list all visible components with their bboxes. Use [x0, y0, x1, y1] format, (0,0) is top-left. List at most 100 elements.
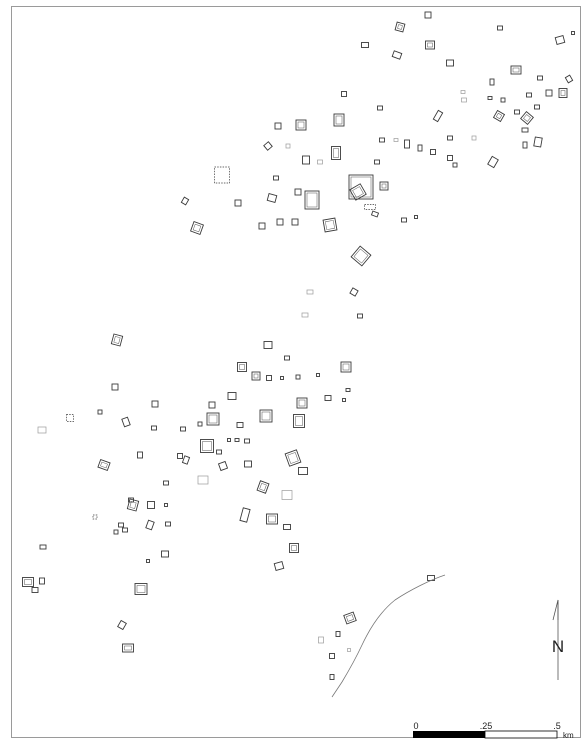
structure-footprint: [258, 222, 266, 230]
structure-footprint: [317, 159, 323, 165]
structure-footprint: [361, 42, 369, 48]
structure-footprint: [181, 455, 191, 465]
structure-footprint: [510, 65, 522, 75]
structure-footprint: [391, 50, 403, 60]
structure-footprint: [146, 559, 150, 563]
river-path: [331, 574, 446, 698]
structure-footprint: [537, 75, 543, 81]
structure-footprint: [514, 109, 520, 115]
structure-footprint: [350, 245, 372, 267]
structure-inner-wall: [24, 579, 32, 585]
structure-footprint: [190, 221, 204, 235]
structure-inner-wall: [306, 192, 318, 208]
structure-footprint: [295, 374, 301, 380]
structure-inner-wall: [113, 336, 121, 344]
structure-footprint: [244, 438, 250, 444]
structure-footprint: [318, 636, 324, 644]
structure-footprint: [39, 544, 47, 550]
scale-bar: 0 .25 .5 km: [413, 721, 574, 740]
structure-footprint: [256, 480, 270, 494]
structure-footprint: [341, 91, 347, 97]
structure-footprint: [180, 196, 190, 206]
structure-footprint: [147, 501, 155, 509]
structure-footprint: [227, 392, 237, 400]
structure-footprint: [234, 199, 242, 207]
structure-footprint: [447, 135, 453, 141]
structure-footprint: [301, 312, 309, 318]
structure-footprint: [22, 577, 34, 587]
structure-footprint: [206, 412, 220, 426]
structure-footprint: [487, 96, 493, 100]
structure-inner-wall: [346, 614, 354, 622]
structure-inner-wall: [495, 112, 503, 120]
structure-footprint: [430, 149, 436, 155]
structure-footprint: [460, 90, 466, 94]
structure-footprint: [285, 143, 291, 149]
structure-footprint: [273, 561, 285, 571]
structure-footprint: [239, 507, 251, 523]
structure-footprint: [208, 401, 216, 409]
structure-inner-wall: [335, 115, 343, 125]
structure-footprint: [244, 460, 252, 468]
structure-footprint: [424, 11, 432, 19]
structure-footprint: [487, 155, 499, 169]
structure-footprint: [266, 193, 278, 203]
structure-footprint: [348, 174, 374, 200]
structure-inner-wall: [297, 121, 305, 129]
structure-footprint: [113, 529, 119, 535]
structure-footprint: [497, 25, 503, 31]
structure-footprint: [284, 355, 290, 361]
structure-footprint: [259, 409, 273, 423]
north-arrow: N: [552, 599, 564, 680]
structure-inner-wall: [560, 90, 566, 96]
structure-footprint: [263, 341, 273, 349]
structure-inner-wall: [268, 515, 276, 523]
structure-footprint: [92, 514, 98, 520]
structure-inner-wall: [427, 42, 433, 48]
structure-inner-wall: [202, 441, 212, 451]
structure-footprint: [425, 40, 435, 50]
structure-footprint: [393, 138, 399, 142]
structure-footprint: [500, 97, 506, 103]
structure-footprint: [291, 218, 299, 226]
structure-inner-wall: [124, 645, 132, 651]
structure-inner-wall: [381, 183, 387, 189]
structure-footprint: [432, 109, 444, 123]
structure-footprint: [145, 519, 155, 531]
structure-inner-wall: [291, 545, 297, 551]
scale-tick-0: 0: [413, 721, 418, 731]
structure-footprint: [379, 181, 389, 191]
north-label: N: [552, 637, 564, 656]
structure-inner-wall: [333, 148, 339, 158]
structure-footprint: [571, 31, 575, 35]
structure-footprint: [122, 527, 128, 533]
structure-footprint: [521, 127, 529, 133]
structure-footprint: [31, 587, 39, 593]
structure-footprint: [276, 218, 284, 226]
structure-footprint: [349, 183, 367, 201]
structure-inner-wall: [192, 223, 202, 233]
structure-inner-wall: [397, 24, 403, 30]
scale-tick-025: .25: [480, 721, 493, 731]
structure-footprint: [126, 498, 140, 512]
structure-footprint: [281, 490, 293, 500]
structure-footprint: [345, 388, 351, 392]
structure-footprint: [492, 109, 506, 123]
structure-footprint: [121, 416, 131, 428]
structure-footprint: [520, 111, 534, 125]
structure-footprint: [322, 217, 338, 233]
structure-footprint: [294, 188, 302, 196]
structure-inner-wall: [261, 411, 271, 421]
structure-footprint: [122, 643, 134, 653]
structure-footprint: [374, 159, 380, 165]
structure-footprint: [461, 97, 467, 103]
structure-footprint: [274, 122, 282, 130]
structure-footprint: [446, 59, 454, 67]
structure-footprint: [216, 449, 222, 455]
structure-footprint: [304, 190, 320, 210]
structure-footprint: [263, 141, 273, 151]
structure-inner-wall: [253, 373, 259, 379]
structure-footprint: [227, 438, 231, 442]
structure-footprint: [151, 400, 159, 408]
